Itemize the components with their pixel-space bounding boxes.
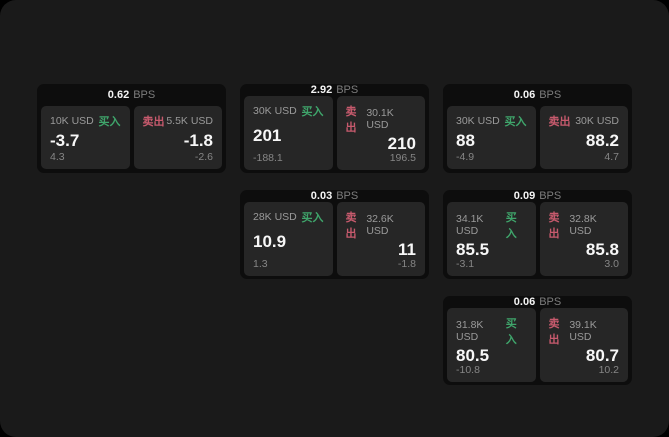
quote-panels: 28K USD 买入 10.9 1.3 卖出 32.6K USD 11 -1.8 bbox=[240, 202, 429, 279]
quote-panels: 34.1K USD 买入 85.5 -3.1 卖出 32.8K USD 85.8… bbox=[443, 202, 632, 279]
buy-price: 80.5 bbox=[456, 346, 490, 365]
sell-label: 卖出 bbox=[142, 116, 165, 128]
buy-price: 85.5 bbox=[456, 240, 490, 259]
sell-delta: -2.6 bbox=[194, 151, 213, 163]
buy-label: 买入 bbox=[301, 106, 324, 118]
buy-price: 10.9 bbox=[253, 232, 287, 251]
card-header: 0.62 BPS bbox=[37, 84, 226, 106]
buy-delta: -4.9 bbox=[456, 151, 475, 163]
bps-value: 2.92 bbox=[310, 84, 333, 96]
sell-delta: 4.7 bbox=[604, 151, 619, 163]
buy-label: 买入 bbox=[505, 318, 517, 346]
quote-card: 2.92 BPS 30K USD 买入 201 -188.1 卖出 30.1K … bbox=[240, 84, 429, 173]
quote-card: 0.09 BPS 34.1K USD 买入 85.5 -3.1 卖出 32.8K… bbox=[443, 190, 632, 279]
sell-panel[interactable]: 卖出 30K USD 88.2 4.7 bbox=[539, 106, 628, 169]
sell-panel[interactable]: 卖出 39.1K USD 80.7 10.2 bbox=[539, 308, 628, 382]
sell-delta: 10.2 bbox=[598, 364, 619, 376]
sell-amount: 30.1K USD bbox=[366, 107, 394, 131]
bps-value: 0.62 bbox=[107, 89, 130, 101]
sell-label: 卖出 bbox=[548, 212, 560, 240]
buy-label: 买入 bbox=[504, 116, 527, 128]
buy-delta: -3.1 bbox=[456, 258, 475, 270]
bps-label: BPS bbox=[539, 190, 562, 202]
bps-label: BPS bbox=[336, 84, 359, 96]
quote-panels: 10K USD 买入 -3.7 4.3 卖出 5.5K USD -1.8 -2.… bbox=[37, 106, 226, 173]
quote-card: 0.62 BPS 10K USD 买入 -3.7 4.3 卖出 5.5K USD bbox=[37, 84, 226, 173]
quote-card: 0.06 BPS 30K USD 买入 88 -4.9 卖出 30K USD bbox=[443, 84, 632, 173]
sell-amount: 39.1K USD bbox=[569, 319, 597, 343]
sell-price: -1.8 bbox=[183, 130, 213, 150]
buy-amount: 31.8K USD bbox=[456, 319, 484, 343]
quote-panels: 30K USD 买入 88 -4.9 卖出 30K USD 88.2 4.7 bbox=[443, 106, 632, 173]
quote-card-grid: 0.62 BPS 10K USD 买入 -3.7 4.3 卖出 5.5K USD bbox=[37, 84, 632, 385]
buy-label: 买入 bbox=[505, 212, 517, 240]
card-header: 0.03 BPS bbox=[240, 190, 429, 202]
bps-label: BPS bbox=[539, 296, 562, 308]
sell-panel[interactable]: 卖出 32.6K USD 11 -1.8 bbox=[336, 202, 425, 276]
buy-panel[interactable]: 28K USD 买入 10.9 1.3 bbox=[244, 202, 333, 276]
buy-amount: 10K USD bbox=[50, 115, 94, 127]
buy-amount: 30K USD bbox=[253, 105, 297, 117]
sell-price: 210 bbox=[387, 134, 416, 153]
sell-amount: 32.8K USD bbox=[569, 213, 597, 237]
card-header: 0.06 BPS bbox=[443, 84, 632, 106]
buy-label: 买入 bbox=[301, 212, 324, 224]
quote-card: 0.06 BPS 31.8K USD 买入 80.5 -10.8 卖出 39.1… bbox=[443, 296, 632, 385]
bps-label: BPS bbox=[539, 89, 562, 101]
sell-price: 11 bbox=[398, 240, 416, 259]
sell-panel[interactable]: 卖出 5.5K USD -1.8 -2.6 bbox=[133, 106, 222, 169]
sell-label: 卖出 bbox=[345, 106, 357, 134]
sell-delta: 196.5 bbox=[389, 152, 416, 164]
buy-price: 201 bbox=[253, 126, 282, 145]
sell-panel[interactable]: 卖出 32.8K USD 85.8 3.0 bbox=[539, 202, 628, 276]
sell-label: 卖出 bbox=[345, 212, 357, 240]
buy-panel[interactable]: 30K USD 买入 88 -4.9 bbox=[447, 106, 536, 169]
sell-delta: 3.0 bbox=[604, 258, 619, 270]
sell-amount: 5.5K USD bbox=[166, 115, 213, 127]
buy-price: -3.7 bbox=[50, 130, 80, 150]
buy-delta: -188.1 bbox=[253, 152, 283, 164]
buy-panel[interactable]: 30K USD 买入 201 -188.1 bbox=[244, 96, 333, 170]
buy-delta: -10.8 bbox=[456, 364, 480, 376]
buy-delta: 1.3 bbox=[253, 258, 268, 270]
buy-amount: 28K USD bbox=[253, 211, 297, 223]
quote-panels: 31.8K USD 买入 80.5 -10.8 卖出 39.1K USD 80.… bbox=[443, 308, 632, 385]
bps-value: 0.06 bbox=[513, 296, 536, 308]
buy-delta: 4.3 bbox=[50, 151, 65, 163]
card-header: 0.06 BPS bbox=[443, 296, 632, 308]
bps-label: BPS bbox=[133, 89, 156, 101]
buy-amount: 30K USD bbox=[456, 115, 500, 127]
sell-amount: 32.6K USD bbox=[366, 213, 394, 237]
buy-panel[interactable]: 34.1K USD 买入 85.5 -3.1 bbox=[447, 202, 536, 276]
sell-price: 85.8 bbox=[585, 240, 619, 259]
sell-label: 卖出 bbox=[548, 116, 571, 128]
sell-price: 88.2 bbox=[585, 130, 619, 150]
sell-panel[interactable]: 卖出 30.1K USD 210 196.5 bbox=[336, 96, 425, 170]
buy-label: 买入 bbox=[98, 116, 121, 128]
card-header: 2.92 BPS bbox=[240, 84, 429, 96]
quote-panels: 30K USD 买入 201 -188.1 卖出 30.1K USD 210 1… bbox=[240, 96, 429, 173]
sell-price: 80.7 bbox=[585, 346, 619, 365]
buy-price: 88 bbox=[456, 130, 475, 150]
sell-amount: 30K USD bbox=[575, 115, 619, 127]
card-header: 0.09 BPS bbox=[443, 190, 632, 202]
bps-value: 0.03 bbox=[310, 190, 333, 202]
bps-value: 0.09 bbox=[513, 190, 536, 202]
buy-amount: 34.1K USD bbox=[456, 213, 484, 237]
quote-card: 0.03 BPS 28K USD 买入 10.9 1.3 卖出 32.6K US… bbox=[240, 190, 429, 279]
buy-panel[interactable]: 10K USD 买入 -3.7 4.3 bbox=[41, 106, 130, 169]
bps-label: BPS bbox=[336, 190, 359, 202]
buy-panel[interactable]: 31.8K USD 买入 80.5 -10.8 bbox=[447, 308, 536, 382]
sell-label: 卖出 bbox=[548, 318, 560, 346]
bps-value: 0.06 bbox=[513, 89, 536, 101]
sell-delta: -1.8 bbox=[397, 258, 416, 270]
